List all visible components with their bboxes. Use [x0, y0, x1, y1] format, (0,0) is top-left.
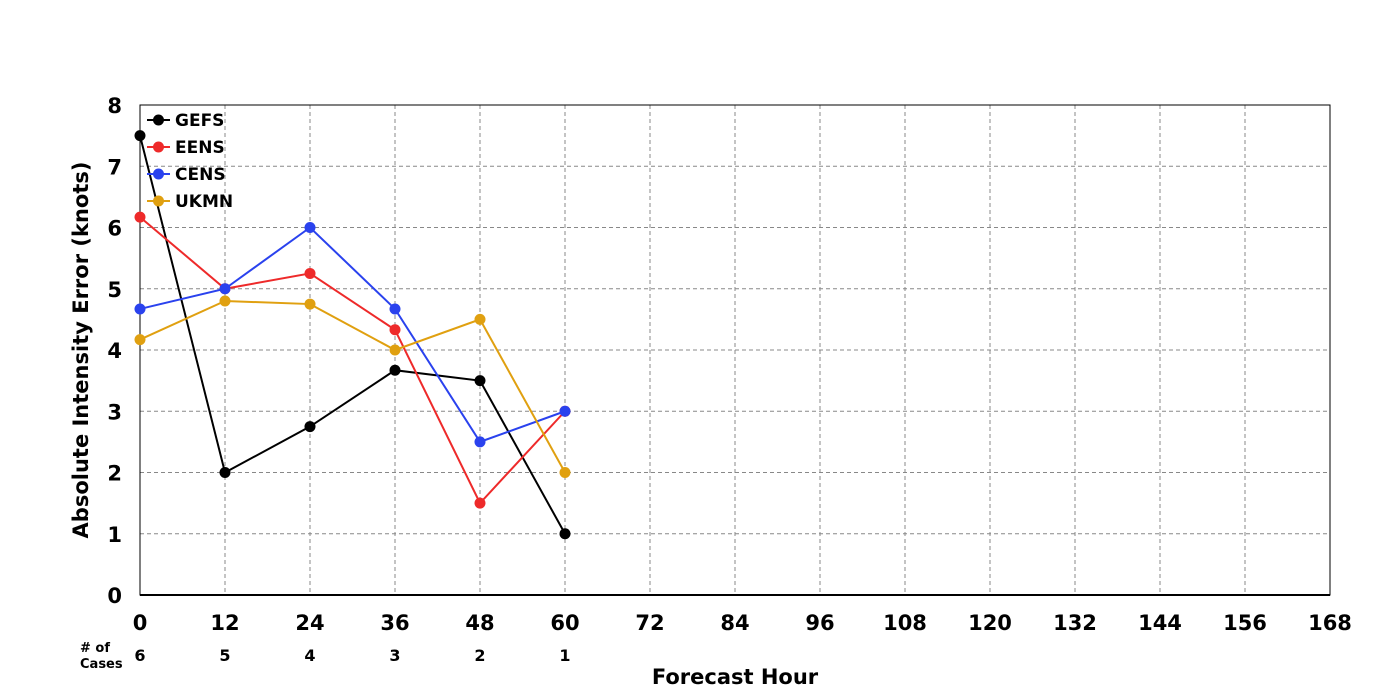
data-point [474, 375, 486, 387]
cases-count: 4 [304, 646, 315, 665]
data-point [559, 405, 571, 417]
data-point [304, 298, 316, 310]
x-tick-label: 36 [380, 611, 409, 635]
y-tick-label: 0 [107, 584, 122, 608]
cases-count: 3 [389, 646, 400, 665]
y-tick-label: 6 [107, 217, 122, 241]
legend-label: GEFS [175, 111, 224, 131]
series-line [139, 299, 566, 473]
x-tick-label: 12 [210, 611, 239, 635]
y-tick-label: 8 [107, 94, 122, 118]
x-tick-label: 96 [805, 611, 834, 635]
series-gefs [134, 130, 571, 540]
data-point [474, 313, 486, 325]
data-point [134, 334, 146, 346]
data-point [219, 467, 231, 478]
legend-item-ukmn: UKMN [147, 192, 233, 212]
y-tick-label: 4 [107, 339, 122, 363]
x-tick-label: 24 [295, 611, 324, 635]
x-axis-ticks: 0 12 24 36 48 60 72 84 96 108 120 132 144 156 168 [133, 611, 1352, 635]
x-tick-label: 0 [133, 611, 148, 635]
x-tick-label: 120 [968, 611, 1012, 635]
cases-count: 1 [559, 646, 570, 665]
y-tick-label: 3 [107, 400, 122, 424]
x-tick-label: 156 [1223, 611, 1267, 635]
y-axis-ticks: 0 1 2 3 4 5 6 7 8 [107, 94, 122, 608]
cases-label-line1: # of [80, 641, 110, 656]
cases-count: 5 [219, 646, 230, 665]
data-point [559, 467, 571, 478]
series-line [139, 216, 566, 505]
y-tick-label: 7 [107, 155, 122, 179]
x-tick-label: 168 [1308, 611, 1352, 635]
data-point [304, 222, 316, 233]
x-tick-label: 48 [465, 611, 494, 635]
data-point [134, 130, 146, 142]
legend: GEFS EENS CENS UKMN [147, 111, 233, 212]
legend-label: EENS [175, 138, 225, 158]
legend-marker [153, 168, 164, 180]
series-layer [134, 130, 571, 540]
cases-count: 6 [134, 646, 145, 665]
data-point [134, 303, 146, 315]
x-tick-label: 84 [720, 611, 749, 635]
series-eens [134, 211, 571, 509]
y-axis-title: Absolute Intensity Error (knots) [69, 162, 93, 539]
data-point [474, 497, 486, 509]
data-point [389, 324, 401, 336]
legend-item-eens: EENS [147, 138, 225, 158]
data-point [389, 303, 401, 315]
data-point [219, 295, 231, 307]
data-point [219, 283, 231, 295]
legend-marker [153, 195, 164, 207]
y-tick-label: 5 [107, 278, 122, 302]
legend-marker [153, 114, 164, 126]
series-line [139, 135, 566, 535]
series-line [139, 226, 566, 444]
legend-marker [153, 141, 164, 153]
x-tick-label: 108 [883, 611, 927, 635]
data-point [474, 436, 486, 448]
data-point [389, 364, 401, 376]
data-point [389, 344, 401, 356]
x-tick-label: 132 [1053, 611, 1097, 635]
series-ukmn [134, 295, 571, 478]
x-axis-title: Forecast Hour [652, 665, 819, 689]
y-tick-label: 2 [107, 462, 122, 486]
y-tick-label: 1 [107, 523, 122, 547]
data-point [559, 528, 571, 540]
data-point [304, 267, 316, 279]
data-point [134, 211, 146, 223]
x-tick-label: 60 [550, 611, 579, 635]
cases-label-line2: Cases [80, 657, 123, 672]
x-tick-label: 72 [635, 611, 664, 635]
legend-label: CENS [175, 165, 226, 185]
legend-item-gefs: GEFS [147, 111, 224, 131]
legend-item-cens: CENS [147, 165, 226, 185]
series-cens [134, 222, 571, 448]
data-point [304, 421, 316, 433]
cases-count: 2 [474, 646, 485, 665]
legend-label: UKMN [175, 192, 233, 212]
grid [140, 105, 1330, 595]
x-tick-label: 144 [1138, 611, 1182, 635]
